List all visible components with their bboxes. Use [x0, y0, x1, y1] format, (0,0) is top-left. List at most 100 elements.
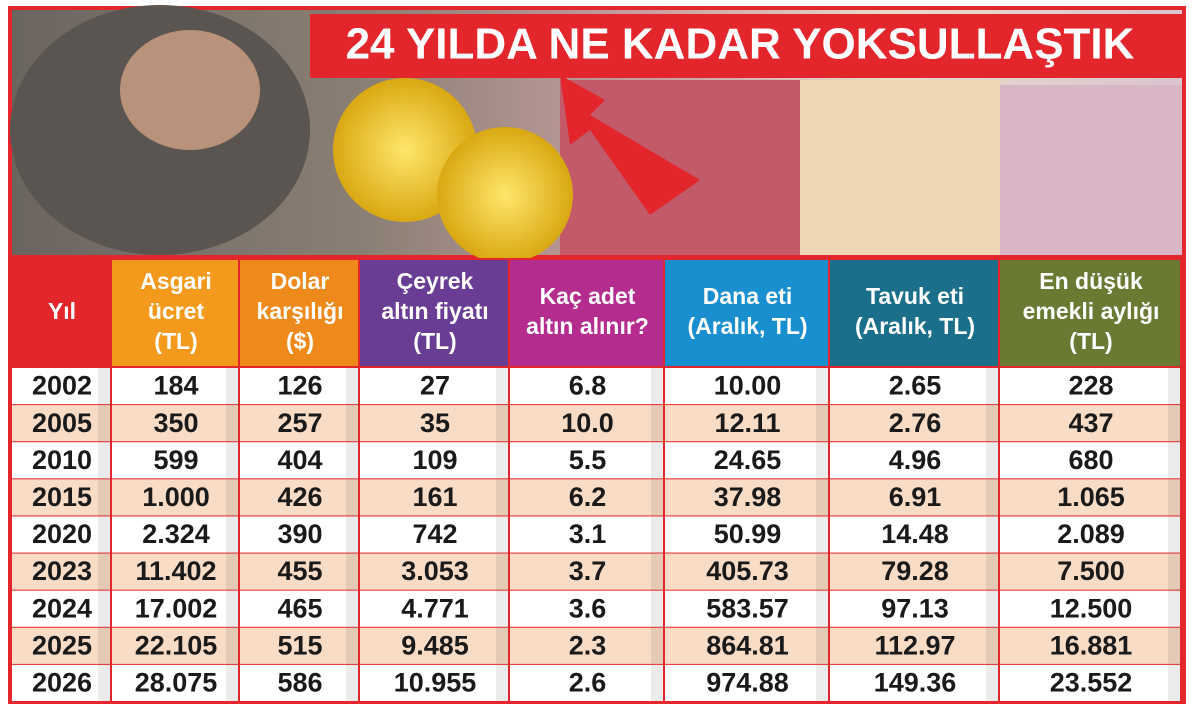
cell-text: 426 — [277, 482, 322, 512]
header-cell — [665, 260, 828, 366]
cell-text: 22.105 — [135, 630, 218, 660]
cell-text: 23.552 — [1050, 668, 1133, 698]
table-cell — [830, 664, 998, 701]
table-cell — [830, 405, 998, 442]
cell-text: 3.1 — [569, 519, 607, 549]
table-cell — [830, 627, 998, 664]
header-cell — [1000, 260, 1180, 366]
cell-text: 4.96 — [889, 445, 942, 475]
cell-text: 599 — [153, 445, 198, 475]
cell-text: 126 — [277, 371, 322, 401]
table-cell — [510, 664, 663, 701]
cell-text: 14.48 — [881, 519, 949, 549]
table-cell — [112, 627, 238, 664]
cell-text: 2005 — [32, 408, 92, 438]
cell-text: 2.3 — [569, 630, 607, 660]
cell-text: 24.65 — [714, 445, 782, 475]
table-cell — [12, 553, 110, 590]
cell-shade — [496, 442, 508, 479]
table-cell — [665, 479, 828, 516]
table-cell — [360, 553, 508, 590]
cell-text: 28.075 — [135, 668, 218, 698]
header-cell — [12, 260, 110, 366]
table-cell — [665, 627, 828, 664]
table-cell — [1000, 442, 1180, 479]
cell-text: 97.13 — [881, 593, 949, 623]
cell-shade — [1168, 479, 1180, 516]
cell-shade — [651, 553, 663, 590]
table-cell — [360, 442, 508, 479]
table-cell — [12, 368, 110, 405]
cell-shade — [1168, 405, 1180, 442]
cell-text: 2024 — [32, 593, 92, 623]
cell-text: 10.0 — [561, 408, 614, 438]
cell-shade — [816, 368, 828, 405]
cell-shade — [651, 590, 663, 627]
header-cell — [830, 260, 998, 366]
table-cell — [830, 590, 998, 627]
cell-shade — [346, 627, 358, 664]
table-cell — [112, 516, 238, 553]
cell-shade — [496, 627, 508, 664]
table-cell — [112, 553, 238, 590]
title: 24 YILDA NE KADAR YOKSULLAŞTIK — [346, 20, 1135, 69]
table-cell — [665, 405, 828, 442]
cell-shade — [651, 368, 663, 405]
coin — [437, 127, 573, 263]
table-cell — [1000, 405, 1180, 442]
cell-text: 149.36 — [874, 668, 957, 698]
table-cell — [1000, 590, 1180, 627]
banknotes — [1000, 85, 1182, 255]
cell-text: 3.053 — [401, 556, 469, 586]
cell-shade — [226, 442, 238, 479]
header-text: (TL) — [1069, 328, 1112, 354]
cell-shade — [1168, 442, 1180, 479]
cell-shade — [1168, 664, 1180, 701]
cell-shade — [651, 442, 663, 479]
cell-shade — [1168, 553, 1180, 590]
cell-text: 184 — [153, 371, 198, 401]
cell-shade — [346, 479, 358, 516]
header-text: ($) — [286, 328, 314, 354]
table-cell — [665, 664, 828, 701]
header-cell — [360, 260, 508, 366]
cell-shade — [1168, 590, 1180, 627]
table-cell — [360, 664, 508, 701]
table-cell — [360, 516, 508, 553]
cell-text: 16.881 — [1050, 630, 1133, 660]
cell-shade — [986, 479, 998, 516]
cell-shade — [98, 627, 110, 664]
table-cell — [240, 553, 358, 590]
cell-shade — [496, 479, 508, 516]
table-cell — [240, 405, 358, 442]
meat — [560, 80, 800, 255]
cell-text: 6.2 — [569, 482, 607, 512]
cell-shade — [1168, 368, 1180, 405]
cell-text: 455 — [277, 556, 322, 586]
cell-shade — [496, 516, 508, 553]
cell-text: 437 — [1068, 408, 1113, 438]
table-cell — [240, 516, 358, 553]
cell-shade — [986, 516, 998, 553]
cell-text: 2010 — [32, 445, 92, 475]
table-cell — [510, 627, 663, 664]
header-text: Kaç adet — [540, 283, 636, 309]
title-banner — [310, 14, 1182, 78]
table-cell — [510, 368, 663, 405]
face — [120, 30, 260, 150]
cell-text: 228 — [1068, 371, 1113, 401]
cell-text: 2.6 — [569, 668, 607, 698]
cell-text: 109 — [412, 445, 457, 475]
cell-text: 680 — [1068, 445, 1113, 475]
header-text: emekli aylığı — [1023, 298, 1160, 324]
cell-shade — [346, 664, 358, 701]
cell-text: 3.6 — [569, 593, 607, 623]
cell-text: 17.002 — [135, 593, 218, 623]
cell-text: 2025 — [32, 630, 92, 660]
table-cell — [112, 405, 238, 442]
table-cell — [1000, 368, 1180, 405]
cell-text: 2015 — [32, 482, 92, 512]
table-cell — [240, 442, 358, 479]
cell-text: 404 — [277, 445, 322, 475]
cell-shade — [346, 590, 358, 627]
